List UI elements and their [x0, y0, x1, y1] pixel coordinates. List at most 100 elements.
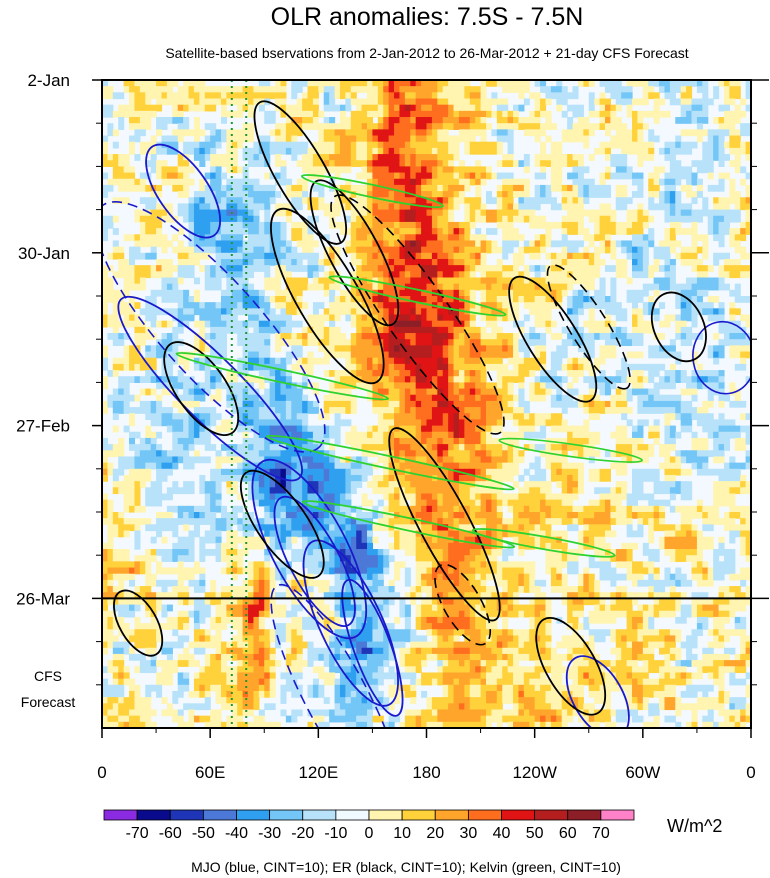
heatmap-cell [540, 308, 547, 316]
heatmap-cell [518, 394, 525, 402]
heatmap-cell [588, 308, 595, 316]
heatmap-cell [123, 172, 130, 180]
heatmap-cell [442, 265, 449, 272]
heatmap-cell [318, 314, 325, 322]
heatmap-cell [431, 326, 438, 334]
heatmap-cell [734, 289, 741, 297]
heatmap-cell [523, 271, 530, 279]
heatmap-cell [323, 407, 330, 414]
heatmap-cell [156, 129, 163, 137]
heatmap-cell [102, 184, 109, 192]
heatmap-cell [312, 302, 319, 309]
heatmap-cell [648, 388, 655, 396]
heatmap-cell [513, 80, 520, 87]
heatmap-cell [280, 419, 287, 427]
heatmap-cell [572, 104, 579, 112]
heatmap-cell [372, 339, 379, 346]
heatmap-cell [713, 147, 720, 155]
heatmap-cell [577, 123, 584, 130]
heatmap-cell [686, 419, 693, 427]
heatmap-cell [713, 296, 720, 303]
heatmap-cell [210, 86, 217, 93]
heatmap-cell [226, 302, 233, 309]
heatmap-cell [691, 370, 698, 377]
heatmap-cell [361, 345, 368, 353]
heatmap-cell [156, 86, 163, 93]
heatmap-cell [339, 147, 346, 155]
heatmap-cell [534, 203, 541, 211]
heatmap-cell [231, 308, 238, 316]
heatmap-cell [556, 178, 563, 186]
heatmap-cell [112, 407, 119, 414]
heatmap-cell [345, 388, 352, 396]
heatmap-cell [339, 345, 346, 353]
heatmap-cell [253, 339, 260, 346]
heatmap-cell [139, 283, 146, 291]
heatmap-cell [345, 339, 352, 346]
heatmap-cell [610, 407, 617, 414]
heatmap-cell [220, 98, 227, 106]
heatmap-cell [285, 135, 292, 143]
heatmap-cell [496, 271, 503, 279]
heatmap-cell [426, 407, 433, 414]
heatmap-cell [723, 197, 730, 205]
heatmap-cell [312, 203, 319, 211]
heatmap-cell [388, 363, 395, 371]
heatmap-cell [172, 147, 179, 155]
heatmap-cell [377, 296, 384, 303]
heatmap-cell [723, 209, 730, 217]
heatmap-cell [188, 258, 195, 266]
heatmap-cell [632, 221, 639, 229]
heatmap-cell [199, 413, 206, 421]
heatmap-cell [285, 147, 292, 155]
heatmap-cell [594, 333, 601, 340]
heatmap-cell [183, 160, 190, 167]
heatmap-cell [193, 197, 200, 205]
heatmap-cell [107, 289, 114, 297]
heatmap-cell [621, 308, 628, 316]
heatmap-cell [264, 147, 271, 155]
heatmap-cell [545, 382, 552, 390]
heatmap-cell [664, 203, 671, 211]
heatmap-cell [588, 339, 595, 346]
heatmap-cell [204, 302, 211, 309]
heatmap-cell [513, 302, 520, 309]
heatmap-cell [523, 191, 530, 198]
heatmap-cell [367, 86, 374, 93]
heatmap-cell [269, 296, 276, 303]
heatmap-cell [399, 154, 406, 161]
heatmap-cell [653, 172, 660, 180]
heatmap-cell [220, 209, 227, 217]
heatmap-cell [610, 240, 617, 248]
heatmap-cell [372, 363, 379, 371]
heatmap-cell [480, 258, 487, 266]
heatmap-cell [248, 129, 255, 137]
heatmap-cell [513, 110, 520, 118]
heatmap-cell [356, 228, 363, 235]
heatmap-cell [534, 172, 541, 180]
heatmap-cell [496, 407, 503, 414]
heatmap-cell [718, 178, 725, 186]
heatmap-cell [253, 394, 260, 402]
heatmap-cell [166, 141, 173, 149]
heatmap-cell [637, 191, 644, 198]
heatmap-cell [442, 339, 449, 346]
heatmap-cell [139, 215, 146, 223]
heatmap-cell [242, 258, 249, 266]
heatmap-cell [669, 141, 676, 149]
heatmap-cell [691, 394, 698, 402]
heatmap-cell [383, 413, 390, 421]
heatmap-cell [561, 258, 568, 266]
heatmap-cell [567, 308, 574, 316]
heatmap-cell [188, 246, 195, 254]
heatmap-cell [215, 221, 222, 229]
heatmap-cell [291, 197, 298, 205]
heatmap-cell [523, 160, 530, 167]
heatmap-cell [632, 370, 639, 377]
heatmap-cell [307, 339, 314, 346]
heatmap-cell [431, 154, 438, 161]
heatmap-cell [637, 339, 644, 346]
heatmap-cell [496, 141, 503, 149]
heatmap-cell [410, 98, 417, 106]
heatmap-cell [529, 117, 536, 124]
